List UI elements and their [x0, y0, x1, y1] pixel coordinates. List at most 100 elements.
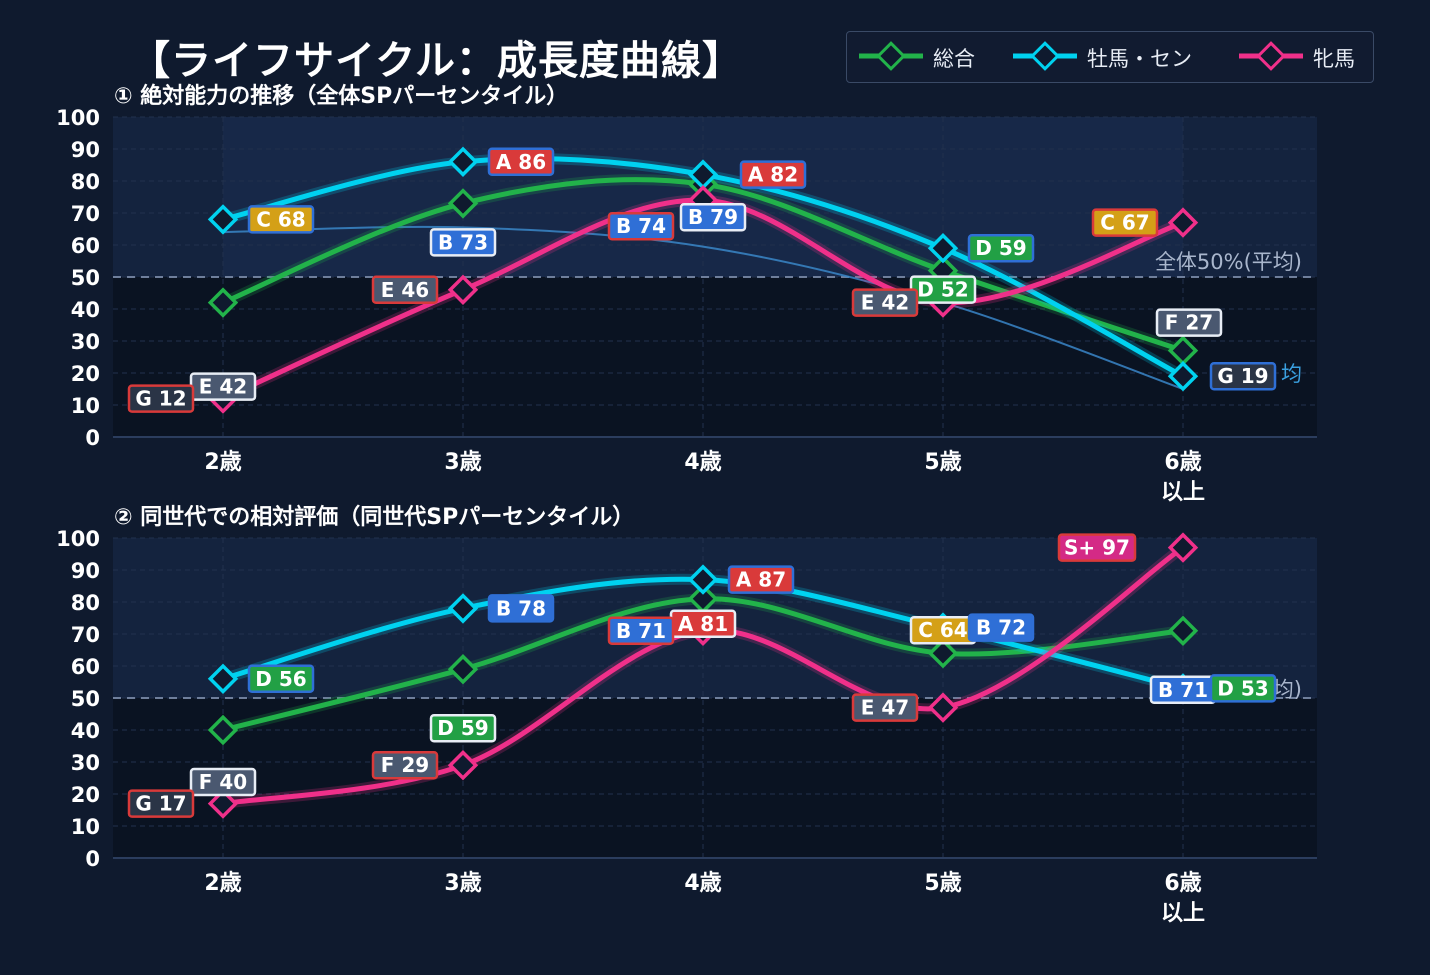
data-label-text: E 42 [861, 291, 909, 315]
data-label-female: E 46 [371, 275, 439, 305]
x-tick-label: 以上 [1161, 480, 1205, 505]
x-tick-label: 6歳 [1164, 450, 1201, 475]
x-tick-label: 3歳 [444, 871, 481, 896]
data-label-female: F 29 [371, 750, 439, 780]
data-label-box [487, 594, 555, 623]
data-label-box [1209, 361, 1277, 391]
data-label-text: F 29 [381, 753, 429, 777]
y-tick-label: 80 [71, 170, 100, 194]
y-tick-label: 50 [71, 266, 100, 290]
point-marker-overall [1167, 615, 1199, 647]
data-label-text: E 42 [199, 375, 247, 399]
data-label-female: S+ 97 [1057, 533, 1137, 562]
data-label-text: E 46 [381, 278, 429, 302]
data-label-text: S+ 97 [1064, 536, 1130, 560]
data-label-female: E 47 [851, 693, 919, 722]
y-tick-label: 20 [71, 362, 100, 386]
data-label-text: D 53 [1217, 676, 1268, 700]
plot-lower-band [113, 277, 1317, 437]
point-marker-overall [207, 714, 239, 746]
data-label-female: G 12 [127, 384, 195, 413]
data-label-male: C 68 [247, 205, 315, 234]
data-label-box [127, 789, 195, 818]
point-marker-overall [927, 637, 959, 669]
data-label-text: D 59 [975, 236, 1026, 260]
data-label-overall: B 71 [1149, 675, 1217, 705]
point-marker-male [447, 593, 479, 624]
y-tick-label: 0 [85, 426, 100, 450]
x-tick-label: 2歳 [204, 871, 241, 896]
data-label-box [679, 202, 747, 232]
y-tick-label: 100 [56, 106, 100, 130]
y-tick-label: 10 [71, 394, 100, 418]
data-label-text: B 73 [438, 230, 488, 254]
x-tick-label: 6歳 [1164, 871, 1201, 896]
data-label-box [371, 275, 439, 305]
data-label-text: B 78 [496, 596, 546, 620]
data-label-overall: B 79 [679, 202, 747, 232]
legend-swatch-female [1239, 41, 1303, 71]
data-label-box [739, 160, 807, 189]
data-label-box [1155, 308, 1223, 337]
data-label-box [1057, 533, 1137, 562]
y-tick-label: 70 [71, 623, 100, 647]
data-label-text: E 47 [861, 696, 909, 720]
data-label-overall: E 42 [189, 372, 257, 401]
y-tick-label: 60 [71, 655, 100, 679]
data-label-box [487, 147, 555, 177]
y-tick-label: 40 [71, 298, 100, 322]
data-label-text: A 87 [736, 568, 786, 592]
data-label-text: D 56 [255, 667, 306, 691]
point-marker-female [1167, 207, 1199, 238]
x-tick-label: 4歳 [684, 871, 721, 896]
chart-relative-evaluation: 01020304050607080901002歳3歳4歳5歳6歳以上SP 均)F… [56, 527, 1317, 926]
y-tick-label: 30 [71, 751, 100, 775]
legend: 総合 牡馬・セン 牝馬 [846, 31, 1374, 83]
data-label-text: D 59 [437, 716, 488, 740]
data-label-box [851, 693, 919, 722]
data-label-male: B 78 [487, 594, 555, 623]
chart-absolute-ability: 全体50%(平均) 0 10 20 30 40 50 60 70 80 90 100 2歳 3歳 4歳 5歳 6… [56, 106, 1317, 505]
trend-line [222, 225, 1184, 390]
data-label-box [127, 384, 195, 413]
reference-line-label: 全体50%(平均) [1155, 250, 1302, 274]
y-tick-label: 50 [71, 687, 100, 711]
data-label-box [429, 228, 497, 257]
data-label-female: B 71 [607, 616, 675, 646]
data-label-text: G 19 [1217, 364, 1268, 388]
point-marker-male [447, 146, 479, 178]
x-tick-label: 5歳 [924, 450, 961, 475]
y-tick-label: 90 [71, 138, 100, 162]
data-label-box [607, 616, 675, 646]
data-label-female: B 74 [607, 211, 675, 241]
data-label-male: A 86 [487, 147, 555, 177]
data-label-text: A 81 [678, 612, 728, 636]
legend-label-female: 牝馬 [1313, 47, 1355, 71]
point-marker-overall [207, 287, 239, 318]
data-label-text: B 74 [616, 214, 666, 238]
data-label-text: C 64 [918, 618, 967, 642]
x-tick-label: 2歳 [204, 450, 241, 475]
legend-swatch-male [1013, 41, 1077, 71]
data-label-text: D 52 [917, 278, 968, 302]
data-label-text: G 17 [135, 792, 186, 816]
data-label-overall: D 52 [909, 275, 977, 304]
data-label-female: G 17 [127, 789, 195, 818]
point-marker-male [207, 663, 239, 695]
data-label-box [429, 713, 497, 743]
y-tick-label: 20 [71, 783, 100, 807]
data-label-text: F 27 [1165, 311, 1213, 335]
data-label-box [247, 664, 315, 694]
data-label-text: A 86 [496, 150, 546, 174]
legend-label-overall: 総合 [933, 47, 975, 71]
chart-2-title: ② 同世代での相対評価（同世代SPパーセンタイル） [114, 505, 635, 530]
data-label-box [1091, 208, 1159, 237]
y-tick-label: 10 [71, 815, 100, 839]
y-tick-label: 60 [71, 234, 100, 258]
data-label-overall: D 59 [429, 713, 497, 743]
y-tick-label: 80 [71, 591, 100, 615]
point-marker-male [927, 232, 959, 264]
legend-label-male: 牡馬・セン [1087, 47, 1192, 71]
chart-1-title: ① 絶対能力の推移（全体SPパーセンタイル） [114, 84, 569, 109]
data-label-text: B 79 [688, 205, 738, 229]
